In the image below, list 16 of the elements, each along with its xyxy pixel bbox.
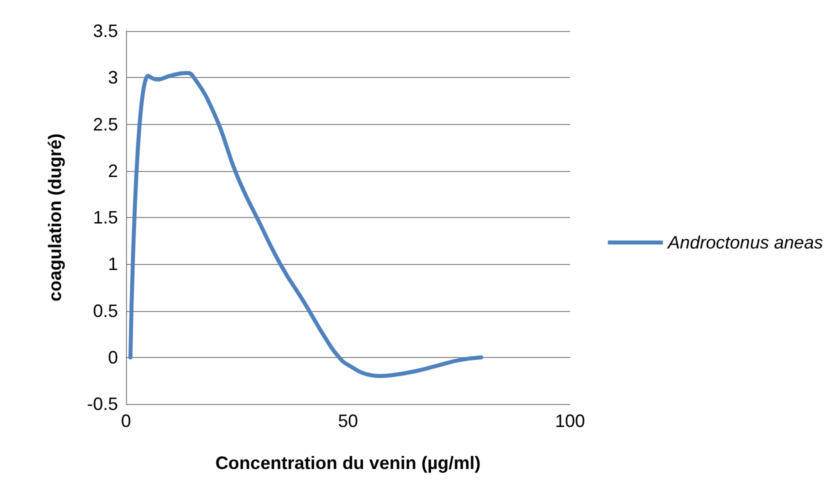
x-axis-title: Concentration du venin (µg/ml) (215, 453, 481, 473)
y-tick-label: -0.5 (86, 394, 118, 414)
y-tick-label: 2 (108, 160, 118, 181)
y-tick-label: 1 (108, 254, 118, 274)
legend-label: Androctonus aneas (666, 232, 823, 252)
x-tick-label: 50 (338, 411, 358, 431)
x-tick-label: 100 (554, 411, 586, 431)
y-axis-title: coagulation (dugré) (45, 134, 65, 302)
x-tick-label: 0 (120, 411, 132, 431)
y-tick-label: 0.5 (92, 300, 118, 321)
y-tick-label: 3.5 (92, 21, 118, 41)
y-tick-label: 3 (108, 68, 118, 88)
y-tick-label: 0 (108, 347, 118, 368)
line-series (128, 70, 484, 378)
y-tick-label: 2.5 (92, 114, 118, 134)
y-tick-label: 1.5 (92, 208, 118, 228)
